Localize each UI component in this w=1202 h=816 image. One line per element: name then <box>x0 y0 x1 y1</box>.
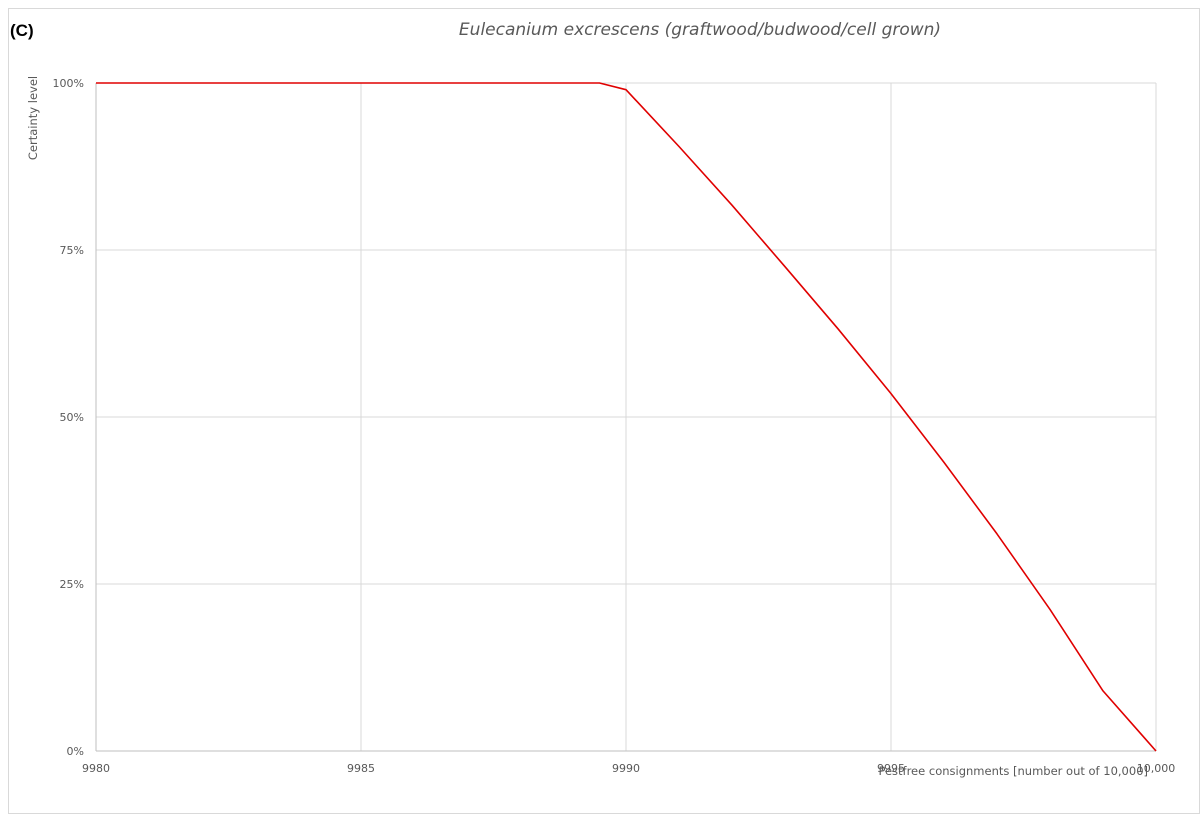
x-tick-label: 10,000 <box>1137 762 1176 775</box>
panel-label: (C) <box>10 21 34 40</box>
y-axis-title: Certainty level <box>26 76 40 160</box>
x-tick-label: 9990 <box>612 762 640 775</box>
series-lines <box>96 82 1157 752</box>
grid-lines <box>96 82 1157 751</box>
chart-title: Eulecanium excrescens (graftwood/budwood… <box>458 20 942 40</box>
y-tick-label: 0% <box>67 745 84 758</box>
y-tick-label: 25% <box>60 578 84 591</box>
y-tick-label: 50% <box>60 411 84 424</box>
tick-labels: 0% 25% 50% 75% 100% 9980 9985 9990 9995 10,000 <box>53 77 1176 775</box>
x-tick-label: 9980 <box>82 762 110 775</box>
y-tick-label: 100% <box>53 77 84 90</box>
x-axis-title: Pestfree consignments [number out of 10,… <box>878 764 1148 778</box>
axes <box>95 83 1156 752</box>
y-tick-label: 75% <box>60 244 84 257</box>
series-line <box>96 82 1157 752</box>
x-tick-label: 9985 <box>347 762 375 775</box>
chart-frame <box>8 8 1200 814</box>
x-tick-label: 9995 <box>877 762 905 775</box>
